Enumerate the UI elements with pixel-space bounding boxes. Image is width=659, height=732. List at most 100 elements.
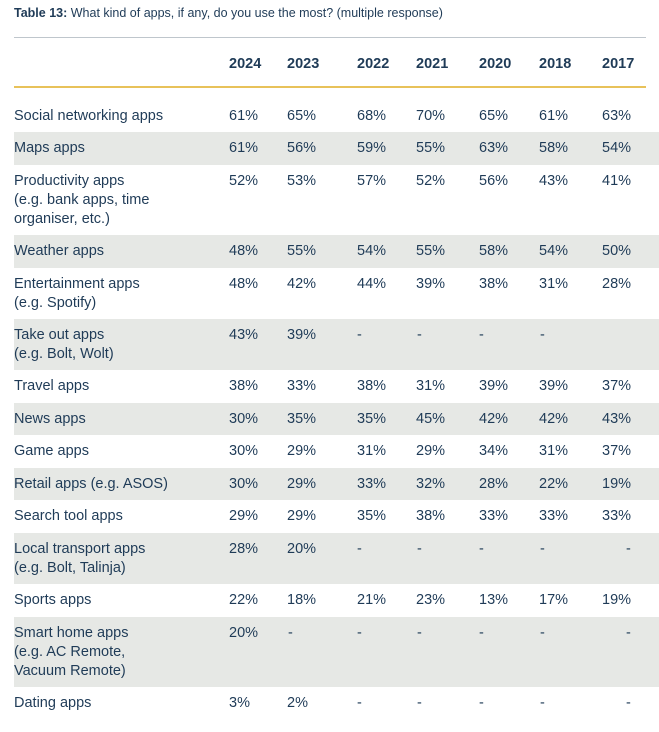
cell-2018: -: [540, 327, 545, 343]
cell-2023: 29%: [287, 508, 317, 524]
cell-2022: -: [357, 541, 362, 557]
cell-2022: 57%: [357, 173, 387, 189]
cell-2024: 38%: [229, 378, 259, 394]
table-row: Search tool apps 29% 29% 35% 38% 33% 33% 33%: [14, 500, 659, 533]
cell-2017: 63%: [602, 108, 632, 124]
row-label-line: Smart home apps: [14, 625, 129, 641]
cell-2023: 20%: [287, 541, 317, 557]
cell-2018: -: [540, 695, 545, 711]
cell-2021: 55%: [416, 140, 446, 156]
cell-2020: 63%: [479, 140, 509, 156]
cell-2020: 33%: [479, 508, 509, 524]
row-label: Search tool apps: [14, 507, 219, 526]
table-row: Dating apps 3% 2% - - - - -: [14, 687, 659, 723]
cell-2021: -: [417, 625, 422, 641]
row-label-line: (e.g. bank apps, time: [14, 192, 150, 208]
cell-2018: -: [540, 625, 545, 641]
row-label-line: Travel apps: [14, 378, 90, 394]
year-header-2018: 2018: [539, 56, 572, 72]
cell-2017: 19%: [602, 592, 632, 608]
year-header-2024: 2024: [229, 56, 262, 72]
year-header-2021: 2021: [416, 56, 449, 72]
cell-2024: 61%: [229, 108, 259, 124]
row-label-line: Productivity apps: [14, 173, 125, 189]
cell-2023: 39%: [287, 327, 317, 343]
cell-2018: 17%: [539, 592, 569, 608]
table-row: News apps 30% 35% 35% 45% 42% 42% 43%: [14, 403, 659, 435]
cell-2024: 61%: [229, 140, 259, 156]
cell-2022: 38%: [357, 378, 387, 394]
table-caption: Table 13: What kind of apps, if any, do …: [14, 6, 443, 20]
cell-2023: 42%: [287, 276, 317, 292]
cell-2020: 56%: [479, 173, 509, 189]
cell-2021: 70%: [416, 108, 446, 124]
header-divider: [14, 86, 646, 88]
row-label: Weather apps: [14, 242, 219, 261]
cell-2020: 58%: [479, 243, 509, 259]
cell-2020: 65%: [479, 108, 509, 124]
year-header-2017: 2017: [602, 56, 635, 72]
table-row: Weather apps 48% 55% 54% 55% 58% 54% 50%: [14, 235, 659, 268]
cell-2018: 54%: [539, 243, 569, 259]
cell-2024: 20%: [229, 625, 259, 641]
cell-2020: 28%: [479, 476, 509, 492]
row-label-line: organiser, etc.): [14, 211, 110, 227]
row-label-line: Retail apps (e.g. ASOS): [14, 476, 168, 492]
cell-2024: 30%: [229, 476, 259, 492]
cell-2017: 19%: [602, 476, 632, 492]
row-label-line: Entertainment apps: [14, 276, 140, 292]
cell-2018: 43%: [539, 173, 569, 189]
cell-2017: 33%: [602, 508, 632, 524]
row-label: Local transport apps (e.g. Bolt, Talinja): [14, 540, 219, 578]
cell-2021: -: [417, 541, 422, 557]
cell-2017: 41%: [602, 173, 632, 189]
year-header-row: 2024 2023 2022 2021 2020 2018 2017: [14, 48, 646, 78]
cell-2018: 22%: [539, 476, 569, 492]
cell-2018: 31%: [539, 443, 569, 459]
cell-2024: 48%: [229, 243, 259, 259]
table-row: Maps apps 61% 56% 59% 55% 63% 58% 54%: [14, 132, 659, 165]
cell-2022: 44%: [357, 276, 387, 292]
cell-2021: -: [417, 695, 422, 711]
cell-2022: -: [357, 695, 362, 711]
cell-2024: 30%: [229, 411, 259, 427]
cell-2022: -: [357, 327, 362, 343]
cell-2022: 68%: [357, 108, 387, 124]
cell-2017: -: [626, 541, 631, 557]
cell-2017: 37%: [602, 443, 632, 459]
cell-2022: 35%: [357, 508, 387, 524]
table-row: Sports apps 22% 18% 21% 23% 13% 17% 19%: [14, 584, 659, 617]
table-row: Travel apps 38% 33% 38% 31% 39% 39% 37%: [14, 370, 659, 403]
table-row: Productivity apps (e.g. bank apps, time or…: [14, 165, 659, 235]
row-label-line: (e.g. Bolt, Wolt): [14, 346, 114, 362]
cell-2018: 39%: [539, 378, 569, 394]
cell-2017: -: [626, 625, 631, 641]
row-label-line: Vacuum Remote): [14, 663, 126, 679]
row-label-line: News apps: [14, 411, 86, 427]
row-label-line: Local transport apps: [14, 541, 146, 557]
cell-2024: 48%: [229, 276, 259, 292]
cell-2023: 35%: [287, 411, 317, 427]
table-row: Game apps 30% 29% 31% 29% 34% 31% 37%: [14, 435, 659, 468]
cell-2021: 52%: [416, 173, 446, 189]
row-label: Productivity apps (e.g. bank apps, time or…: [14, 172, 219, 229]
cell-2022: 31%: [357, 443, 387, 459]
cell-2020: -: [479, 327, 484, 343]
row-label: Take out apps (e.g. Bolt, Wolt): [14, 326, 219, 364]
cell-2020: 13%: [479, 592, 509, 608]
cell-2017: 28%: [602, 276, 632, 292]
cell-2024: 30%: [229, 443, 259, 459]
table-row: Take out apps (e.g. Bolt, Wolt) 43% 39% - - - -: [14, 319, 659, 370]
table-number: Table 13:: [14, 6, 68, 20]
cell-2023: 55%: [287, 243, 317, 259]
cell-2022: 59%: [357, 140, 387, 156]
cell-2022: 33%: [357, 476, 387, 492]
row-label-line: Social networking apps: [14, 108, 164, 124]
table-row: Retail apps (e.g. ASOS) 30% 29% 33% 32% 28% 22…: [14, 468, 659, 500]
year-header-2023: 2023: [287, 56, 320, 72]
cell-2017: 50%: [602, 243, 632, 259]
row-label: Social networking apps: [14, 107, 219, 126]
cell-2023: -: [288, 625, 293, 641]
row-label-line: (e.g. AC Remote,: [14, 644, 126, 660]
cell-2020: 38%: [479, 276, 509, 292]
